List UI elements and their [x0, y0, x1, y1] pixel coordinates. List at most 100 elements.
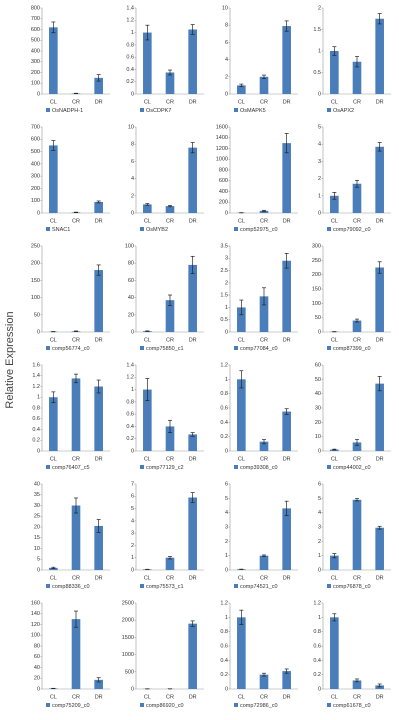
x-tick-label: CR [260, 99, 268, 105]
bar [94, 386, 103, 451]
legend-swatch [234, 346, 238, 350]
bar [165, 72, 175, 94]
x-tick-label: CL [331, 456, 338, 462]
y-tick-label: 1.2 [32, 384, 40, 390]
bar [49, 567, 58, 570]
y-tick-label: 8 [225, 23, 228, 29]
y-tick-label: 1.2 [313, 600, 321, 606]
y-tick-label: 200 [219, 200, 228, 206]
y-tick-label: 400 [31, 48, 40, 54]
y-tick-label: 100 [31, 198, 40, 204]
y-tick-label: 2 [131, 193, 134, 199]
y-tick-label: 600 [31, 27, 40, 33]
bar [188, 497, 197, 570]
x-tick-label: CR [166, 218, 174, 224]
bar [375, 267, 384, 332]
bar [259, 296, 269, 332]
y-tick-label: 0.5 [220, 317, 228, 323]
y-tick-label: 2 [225, 539, 228, 545]
x-tick-label: DR [95, 337, 103, 343]
y-tick-label: 1.6 [32, 362, 40, 368]
y-tick-label: 0 [37, 567, 40, 573]
legend-label: comp75850_c1 [146, 346, 184, 352]
y-tick-label: 100 [31, 81, 40, 87]
bar [165, 557, 175, 570]
bar [259, 555, 269, 570]
y-tick-label: 1.4 [126, 5, 134, 11]
legend-swatch [234, 465, 238, 469]
legend-label: comp72986_c0 [240, 703, 278, 709]
y-tick-label: 5 [225, 496, 228, 502]
y-tick-label: 1600 [216, 124, 228, 130]
y-tick-label: 0.4 [126, 67, 134, 73]
x-tick-label: CL [238, 218, 245, 224]
bar [94, 270, 103, 332]
y-tick-label: 0.4 [220, 420, 228, 426]
y-tick-label: 2500 [122, 600, 134, 606]
y-tick-label: 1 [225, 305, 228, 311]
x-tick-label: CR [166, 694, 174, 700]
y-tick-label: 1 [131, 30, 134, 36]
bar [352, 183, 362, 213]
y-tick-label: 0.8 [220, 629, 228, 635]
x-tick-label: CR [260, 575, 268, 581]
y-tick-label: 10 [222, 5, 228, 11]
x-tick-label: CL [238, 456, 245, 462]
y-tick-label: 0.2 [126, 79, 134, 85]
y-tick-label: 250 [312, 258, 321, 264]
x-tick-label: CL [144, 218, 151, 224]
bar [188, 623, 197, 689]
y-tick-label: 1 [318, 553, 321, 559]
y-tick-label: 0 [131, 210, 134, 216]
y-tick-label: 30 [315, 405, 321, 411]
y-tick-label: 700 [31, 124, 40, 130]
legend-label: comp56774_c0 [52, 346, 90, 352]
y-tick-label: 40 [34, 481, 40, 487]
y-tick-label: 0.8 [32, 405, 40, 411]
y-tick-label: 0.6 [220, 405, 228, 411]
y-tick-label: 3 [225, 256, 228, 262]
x-tick-label: CL [238, 575, 245, 581]
y-tick-label: 40 [34, 665, 40, 671]
x-tick-label: CR [353, 575, 361, 581]
y-tick-label: 2.5 [220, 268, 228, 274]
bar [165, 300, 175, 332]
y-tick-label: 50 [315, 377, 321, 383]
y-tick-label: 20 [34, 524, 40, 530]
y-tick-label: 10 [315, 434, 321, 440]
x-tick-label: DR [95, 575, 103, 581]
y-tick-label: 4 [131, 518, 134, 524]
y-tick-label: 0 [131, 686, 134, 692]
x-tick-label: CR [166, 456, 174, 462]
y-tick-label: 150 [31, 278, 40, 284]
y-tick-label: 1 [318, 48, 321, 54]
legend-label: comp76407_c5 [52, 465, 90, 471]
y-tick-label: 0.6 [126, 412, 134, 418]
y-tick-label: 8 [131, 142, 134, 148]
y-tick-label: 4 [131, 176, 134, 182]
legend-label: SNAC1 [52, 227, 70, 233]
y-tick-label: 150 [312, 286, 321, 292]
x-tick-label: CL [50, 575, 57, 581]
y-tick-label: 0 [318, 686, 321, 692]
legend-swatch [46, 346, 50, 350]
y-tick-label: 0.8 [126, 42, 134, 48]
x-tick-label: CR [260, 218, 268, 224]
bar [49, 145, 58, 213]
legend-label: comp76878_c0 [333, 584, 371, 590]
bar [165, 426, 175, 451]
y-tick-label: 0 [225, 91, 228, 97]
y-tick-label: 25 [34, 514, 40, 520]
legend-swatch [327, 584, 331, 588]
bar [282, 143, 291, 213]
y-tick-label: 100 [125, 243, 134, 249]
x-tick-label: DR [376, 337, 384, 343]
legend-swatch [234, 227, 238, 231]
y-tick-label: 15 [34, 535, 40, 541]
y-tick-label: 1 [131, 387, 134, 393]
y-tick-label: 2000 [122, 618, 134, 624]
y-tick-label: 1 [131, 555, 134, 561]
y-tick-label: 0.2 [32, 438, 40, 444]
y-tick-label: 6 [225, 40, 228, 46]
